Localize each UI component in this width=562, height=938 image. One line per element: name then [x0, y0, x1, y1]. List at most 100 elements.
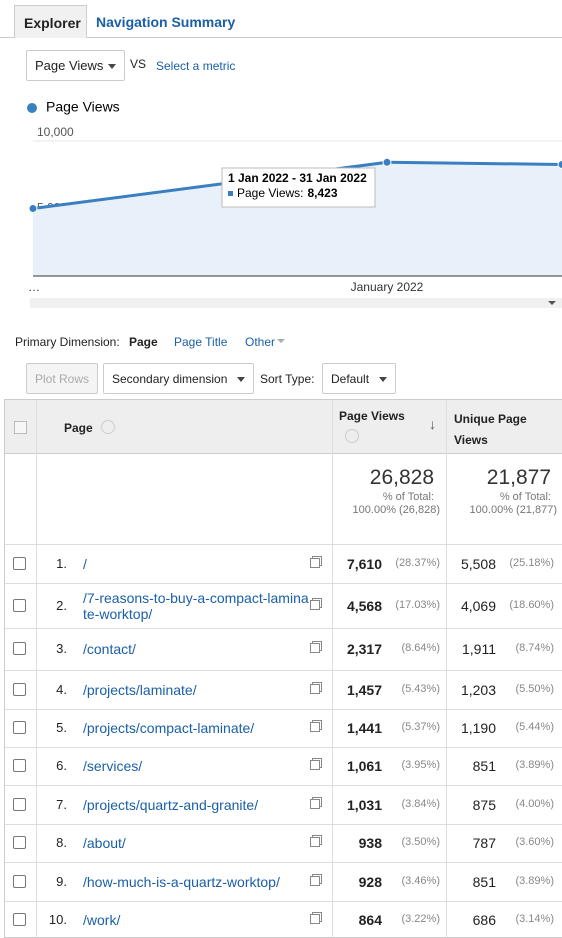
checkbox[interactable] — [13, 598, 26, 612]
page-views: 1,061 — [346, 758, 382, 774]
open-icon[interactable] — [310, 557, 320, 568]
page-views-pct: (3.46%) — [401, 874, 440, 887]
row-number: 1. — [56, 555, 67, 571]
page-link[interactable]: /7-reasons-to-buy-a-compact-laminate-wor… — [83, 589, 309, 622]
plot-rows-button[interactable]: Plot Rows — [26, 363, 98, 394]
page-views: 2,317 — [346, 641, 382, 657]
open-icon[interactable] — [310, 798, 320, 809]
open-icon[interactable] — [310, 760, 320, 770]
tooltip-title: 1 Jan 2022 - 31 Jan 2022 — [228, 171, 367, 185]
checkbox[interactable] — [13, 874, 26, 888]
data-table: Page Page Views ↓ Unique Page Views 26,828 % … — [4, 399, 562, 938]
page-views-pct: (28.37%) — [395, 556, 440, 569]
header[interactable]: Unique Page Views — [454, 412, 527, 447]
page-link[interactable]: /projects/laminate/ — [83, 681, 197, 698]
tab[interactable]: Navigation Summary — [96, 14, 236, 30]
row-number: 4. — [56, 681, 67, 697]
checkbox[interactable] — [14, 421, 27, 434]
x-tick-label: January 2022 — [351, 280, 424, 294]
open-icon[interactable] — [310, 722, 320, 732]
page-link[interactable]: /about/ — [83, 835, 126, 851]
checkbox[interactable] — [13, 682, 26, 696]
scrollbar — [30, 298, 562, 308]
y-tick-label: 10,000 — [37, 125, 74, 139]
total-pct: 100.00% (21,877) — [469, 504, 557, 516]
total-value: 21,877 — [486, 466, 551, 489]
row-number: 8. — [56, 835, 67, 850]
open-icon[interactable] — [310, 914, 320, 924]
column-rule — [332, 400, 333, 938]
unique-views-pct: (8.74%) — [515, 642, 554, 654]
help-icon — [101, 420, 115, 434]
checkbox[interactable] — [13, 642, 26, 655]
open-icon[interactable] — [310, 875, 320, 886]
checkbox[interactable] — [13, 797, 26, 811]
point — [382, 157, 392, 167]
row-rule — [5, 747, 562, 748]
dimension-option[interactable]: Page Title — [174, 335, 228, 349]
metric-dropdown[interactable]: Page Views — [26, 50, 125, 81]
dimension-option[interactable]: Other — [245, 335, 276, 349]
unique-views: 787 — [472, 835, 496, 851]
page-link[interactable]: /services/ — [83, 758, 143, 774]
header-bg — [5, 400, 562, 454]
unique-views: 1,190 — [460, 720, 496, 736]
page-views-pct: (3.22%) — [401, 913, 440, 925]
page-views-pct: (3.84%) — [401, 797, 440, 810]
unique-views-pct: (3.60%) — [515, 836, 554, 848]
row-rule — [5, 628, 562, 629]
total-pct: 100.00% (26,828) — [352, 504, 440, 516]
column-rule — [446, 400, 447, 938]
page-views: 1,031 — [346, 796, 382, 813]
page-link[interactable]: /projects/compact-laminate/ — [83, 720, 255, 736]
page-link[interactable]: /how-much-is-a-quartz-worktop/ — [83, 873, 280, 890]
point — [557, 159, 562, 169]
row-number: 3. — [56, 641, 67, 656]
point — [28, 204, 38, 213]
dimension-selected: Page — [129, 335, 158, 349]
open-icon[interactable] — [310, 599, 320, 610]
page-views-pct: (8.64%) — [401, 642, 440, 654]
checkbox[interactable] — [13, 836, 26, 849]
page-views: 4,568 — [346, 597, 382, 614]
area — [33, 162, 562, 276]
select-metric[interactable]: Select a metric — [156, 59, 236, 73]
row-rule — [5, 583, 562, 584]
checkbox[interactable] — [13, 556, 26, 570]
page-views: 7,610 — [346, 555, 382, 572]
page-views-pct: (3.50%) — [401, 836, 440, 848]
page-views: 1,457 — [346, 681, 382, 698]
tab[interactable]: Explorer — [14, 5, 87, 38]
page-views: 928 — [358, 873, 382, 890]
unique-views: 851 — [472, 758, 496, 774]
sort-dropdown[interactable]: Default — [322, 363, 396, 394]
row-rule — [5, 709, 562, 710]
page-link[interactable]: /work/ — [83, 912, 121, 928]
header: Page — [64, 421, 93, 435]
checkbox[interactable] — [13, 913, 26, 926]
row-number: 10. — [48, 912, 67, 927]
caret — [277, 339, 285, 343]
legend-label: Page Views — [46, 99, 120, 115]
page-views-pct: (5.43%) — [401, 682, 440, 695]
open-icon[interactable] — [310, 683, 320, 694]
caret — [237, 377, 245, 382]
unique-views: 5,508 — [460, 555, 496, 572]
row-number: 7. — [56, 796, 67, 812]
secondary-dimension[interactable]: Secondary dimension — [103, 363, 254, 394]
column-rule — [36, 400, 37, 938]
open-icon[interactable] — [310, 643, 320, 653]
sort-label: Sort Type: — [260, 372, 315, 386]
header[interactable]: Page Views — [339, 409, 405, 423]
page-link[interactable]: /contact/ — [83, 641, 136, 657]
page-link[interactable]: /projects/quartz-and-granite/ — [83, 796, 259, 813]
tooltip-swatch — [228, 191, 233, 196]
open-icon[interactable] — [310, 837, 320, 847]
checkbox[interactable] — [13, 721, 26, 734]
checkbox[interactable] — [13, 759, 26, 772]
unique-views-pct: (5.44%) — [515, 721, 554, 733]
row-rule — [5, 785, 562, 786]
legend-swatch — [27, 103, 37, 113]
page-link[interactable]: / — [83, 555, 87, 572]
